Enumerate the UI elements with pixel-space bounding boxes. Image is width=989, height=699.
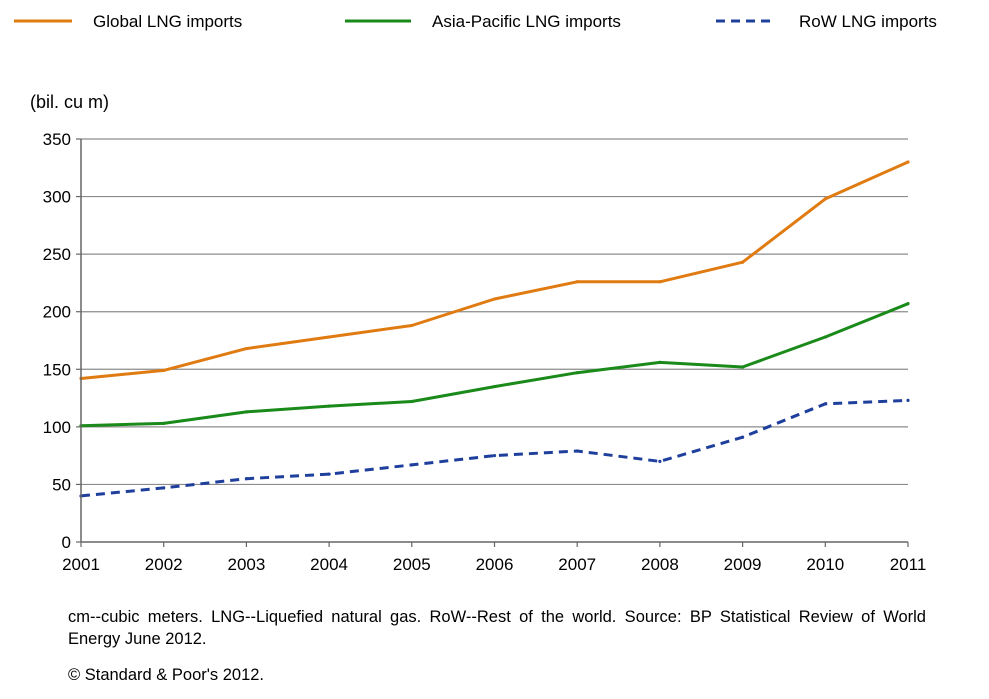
x-tick-label: 2010 — [806, 555, 844, 574]
data-point — [575, 280, 579, 284]
x-tick-label: 2008 — [641, 555, 679, 574]
y-axis-ticks: 0 50 100 150 200 250 300 350 — [43, 130, 81, 552]
copyright: © Standard & Poor's 2012. — [68, 666, 265, 684]
data-point — [244, 477, 248, 481]
data-point — [741, 365, 745, 369]
data-point — [741, 260, 745, 264]
data-point — [658, 280, 662, 284]
data-point — [327, 404, 331, 408]
data-point — [327, 335, 331, 339]
y-axis-unit-label: (bil. cu m) — [30, 92, 109, 112]
y-tick-label: 50 — [52, 475, 71, 494]
x-tick-label: 2006 — [476, 555, 514, 574]
gridlines — [81, 138, 908, 486]
series-line-2 — [80, 302, 909, 428]
data-point — [823, 197, 827, 201]
data-point — [492, 454, 497, 458]
series-line-1 — [80, 160, 909, 380]
x-tick-label: 2007 — [558, 555, 596, 574]
y-tick-label: 300 — [43, 188, 71, 207]
data-point — [575, 371, 579, 375]
data-point — [658, 459, 662, 463]
data-point — [492, 297, 497, 301]
data-point — [327, 472, 331, 476]
data-point — [906, 302, 910, 306]
y-tick-label: 200 — [43, 303, 71, 322]
data-point — [823, 335, 827, 339]
legend: Global LNG imports Asia-Pacific LNG impor… — [14, 12, 937, 31]
x-tick-label: 2004 — [310, 555, 348, 574]
legend-label-3: RoW LNG imports — [799, 12, 937, 31]
legend-label-2: Asia-Pacific LNG imports — [432, 12, 621, 31]
data-point — [244, 410, 248, 414]
y-tick-label: 250 — [43, 245, 71, 264]
data-point — [741, 435, 745, 439]
series-lines — [79, 160, 910, 498]
data-point — [575, 449, 579, 453]
footnote: cm--cubic meters. LNG--Liquefied natural… — [68, 608, 926, 648]
x-tick-label: 2005 — [393, 555, 431, 574]
y-tick-label: 0 — [62, 533, 71, 552]
x-tick-label: 2011 — [890, 555, 927, 574]
x-axis-ticks: 2001 2002 2003 2004 2005 2006 2007 2008 2009 2010… — [62, 542, 926, 574]
x-tick-label: 2003 — [227, 555, 265, 574]
data-point — [410, 323, 414, 328]
x-tick-label: 2001 — [62, 555, 100, 574]
data-point — [410, 399, 414, 404]
y-tick-label: 100 — [43, 418, 71, 437]
y-tick-label: 350 — [43, 130, 71, 149]
data-point — [823, 402, 827, 406]
data-point — [906, 160, 910, 164]
data-point — [162, 368, 166, 373]
legend-label-1: Global LNG imports — [93, 12, 242, 31]
line-chart: Global LNG imports Asia-Pacific LNG impor… — [14, 12, 937, 574]
y-tick-label: 150 — [43, 360, 71, 379]
data-point — [658, 360, 662, 364]
data-point — [162, 486, 166, 490]
data-point — [410, 463, 414, 467]
series-line-3 — [80, 398, 909, 498]
x-tick-label: 2009 — [724, 555, 762, 574]
data-point — [244, 346, 248, 351]
data-point — [906, 398, 910, 402]
x-tick-label: 2002 — [145, 555, 183, 574]
data-point — [492, 384, 497, 389]
data-point — [162, 421, 166, 426]
